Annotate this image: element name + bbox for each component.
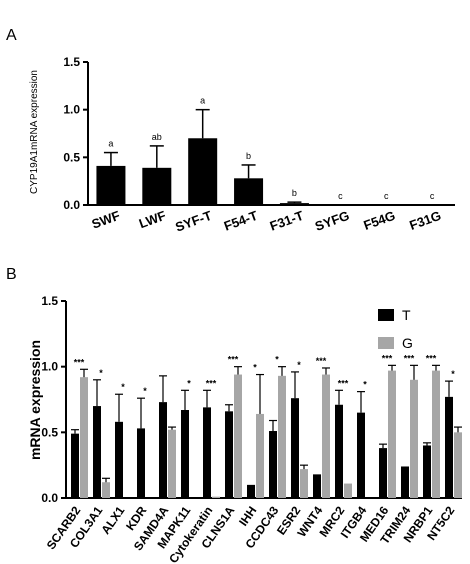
panel-b-bar-t xyxy=(313,474,321,498)
panel-b-legend-label-t: T xyxy=(402,307,411,323)
panel-a-ytick-label: 1.5 xyxy=(63,55,80,69)
panel-b-legend-label-g: G xyxy=(402,335,413,351)
panel-b-bar-g xyxy=(300,469,308,498)
panel-b-significance: *** xyxy=(338,378,349,388)
panel-b-significance: *** xyxy=(74,357,85,367)
panel-b-bar-t xyxy=(181,410,189,498)
panel-b-bar-t xyxy=(291,398,299,498)
panel-a-ylabel: CYP19A1mRNA expression xyxy=(29,70,40,194)
panel-b-significance: *** xyxy=(316,356,327,366)
panel-a-category-label: F31-T xyxy=(268,208,306,234)
panel-a-bar xyxy=(279,203,309,205)
panel-a-bar xyxy=(188,138,218,205)
panel-b-bar-g xyxy=(344,483,352,498)
panel-b-bar-g xyxy=(102,482,110,498)
panel-a-category-label: F54-T xyxy=(222,208,260,234)
panel-a-bar xyxy=(96,165,126,205)
panel-b-bar-g xyxy=(256,413,264,498)
panel-b-bar-t xyxy=(71,433,79,498)
panel-b-significance: * xyxy=(121,382,125,392)
panel-b-significance: * xyxy=(253,363,257,373)
panel-b-significance: *** xyxy=(206,378,217,388)
panel-b-bar-g xyxy=(454,432,462,498)
panel-b-bar-t xyxy=(115,421,123,498)
panel-b-bar-g xyxy=(234,374,242,498)
panel-b-ylabel: mRNA expression xyxy=(27,340,43,460)
panel-b-significance: * xyxy=(275,355,279,365)
chart-panel-b: B mRNA expression 0.00.51.01.5***SCARB2*… xyxy=(6,266,462,564)
panel-a-ytick-label: 0.0 xyxy=(63,198,80,212)
panel-b-ytick-label: 1.5 xyxy=(41,294,58,308)
panel-b-bar-g xyxy=(168,429,176,498)
panel-b-significance: *** xyxy=(404,353,415,363)
panel-b-bar-t xyxy=(159,402,167,498)
panel-a-bar xyxy=(142,167,172,205)
panel-b-bar-t xyxy=(335,404,343,498)
panel-a-bar xyxy=(234,178,264,205)
panel-a-significance-letter: ab xyxy=(152,132,162,142)
panel-b-significance: * xyxy=(297,360,301,370)
panel-b-bar-t xyxy=(93,406,101,498)
panel-b-category-label: ALX1 xyxy=(98,503,127,536)
panel-b-bar-t xyxy=(225,411,233,498)
panel-b-legend-swatch-g xyxy=(378,337,394,349)
panel-a-category-label: SYFG xyxy=(313,208,351,234)
panel-b-bar-t xyxy=(401,466,409,498)
panel-a-significance-letter: c xyxy=(430,191,435,201)
panel-b-ytick-label: 1.0 xyxy=(41,360,58,374)
panel-b-significance: * xyxy=(363,380,367,390)
panel-b-bar-g xyxy=(212,496,220,498)
panel-b-bar-g xyxy=(322,374,330,498)
panel-a-significance-letter: b xyxy=(292,188,297,198)
panel-b-ytick-label: 0.0 xyxy=(41,491,58,505)
panel-b-significance: *** xyxy=(382,353,393,363)
panel-a-ytick-label: 0.5 xyxy=(63,150,80,164)
panel-b-ytick-label: 0.5 xyxy=(41,425,58,439)
panel-b-significance: * xyxy=(99,368,103,378)
panel-a-category-label: SYF-T xyxy=(173,208,213,235)
chart-panel-a: A CYP19A1mRNA expression 0.0 0.5 1.0 1.5 a SW… xyxy=(6,27,455,235)
panel-b-bar-g xyxy=(278,375,286,498)
panel-b-label: B xyxy=(6,266,17,283)
panel-a-significance-letter: c xyxy=(384,191,389,201)
panel-b-bar-t xyxy=(379,448,387,498)
panel-b-bar-g xyxy=(410,379,418,498)
panel-b-bar-t xyxy=(357,412,365,498)
panel-b-significance: * xyxy=(451,369,455,379)
panel-a-ytick-label: 1.0 xyxy=(63,103,80,117)
panel-b-bar-g xyxy=(432,370,440,498)
panel-b-significance: * xyxy=(187,378,191,388)
panel-a-significance-letter: b xyxy=(246,151,251,161)
panel-b-bar-t xyxy=(137,428,145,498)
panel-a-category-label: LWF xyxy=(137,208,168,231)
panel-b-bar-t xyxy=(203,407,211,498)
panel-b-bar-t xyxy=(445,396,453,498)
panel-a-category-label: F54G xyxy=(362,208,398,233)
panel-b-bar-t xyxy=(423,445,431,498)
panel-a-category-label: SWF xyxy=(90,208,122,232)
panel-a-label: A xyxy=(6,27,17,44)
panel-b-bar-g xyxy=(388,370,396,498)
panel-a-significance-letter: c xyxy=(338,191,343,201)
panel-b-significance: *** xyxy=(228,355,239,365)
panel-b-significance: *** xyxy=(426,353,437,363)
panel-a-significance-letter: a xyxy=(200,96,205,106)
panel-a-significance-letter: a xyxy=(108,139,113,149)
panel-a-category-label: F31G xyxy=(407,208,443,233)
panel-b-legend-swatch-t xyxy=(378,309,394,321)
panel-b-bar-t xyxy=(247,484,255,498)
panel-b-bar-g xyxy=(80,377,88,498)
panel-b-bar-t xyxy=(269,431,277,498)
panel-b-significance: * xyxy=(143,386,147,396)
